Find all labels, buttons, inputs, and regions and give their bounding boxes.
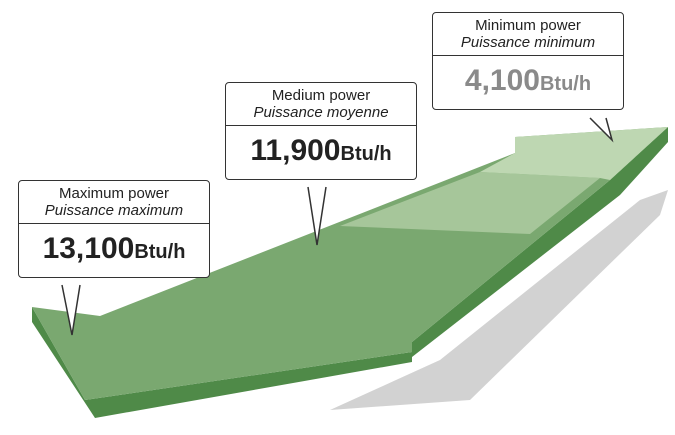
callout-subtitle: Puissance minimum	[460, 34, 596, 51]
callout-unit: Btu/h	[539, 73, 592, 95]
arrow-band	[340, 172, 600, 234]
callout: Minimum power Puissance minimum 4,100Btu…	[432, 12, 624, 110]
pointer	[307, 186, 327, 246]
callout-title: Medium power	[271, 87, 371, 104]
callout-subtitle: Puissance maximum	[44, 202, 184, 219]
callout: Medium power Puissance moyenne 11,900Btu…	[225, 82, 417, 180]
pointer	[61, 284, 81, 336]
callout-value: 11,900	[250, 134, 341, 167]
callout-unit: Btu/h	[134, 241, 186, 263]
arrow-side	[412, 127, 668, 357]
callout-unit: Btu/h	[340, 143, 392, 165]
callout-value: 13,100	[42, 232, 135, 265]
callout-value-row: 13,100Btu/h	[19, 223, 209, 277]
callout-title: Maximum power	[58, 185, 170, 202]
shadow	[330, 190, 668, 410]
pointer	[589, 117, 614, 143]
callout-title: Minimum power	[475, 17, 581, 34]
arrow-band	[480, 127, 668, 180]
callout-subtitle: Puissance moyenne	[253, 104, 389, 121]
callout-value: 4,100	[464, 64, 540, 97]
callout-value-row: 11,900Btu/h	[226, 125, 416, 179]
callout-value-row: 4,100Btu/h	[433, 55, 623, 109]
callout: Maximum power Puissance maximum 13,100Bt…	[18, 180, 210, 278]
